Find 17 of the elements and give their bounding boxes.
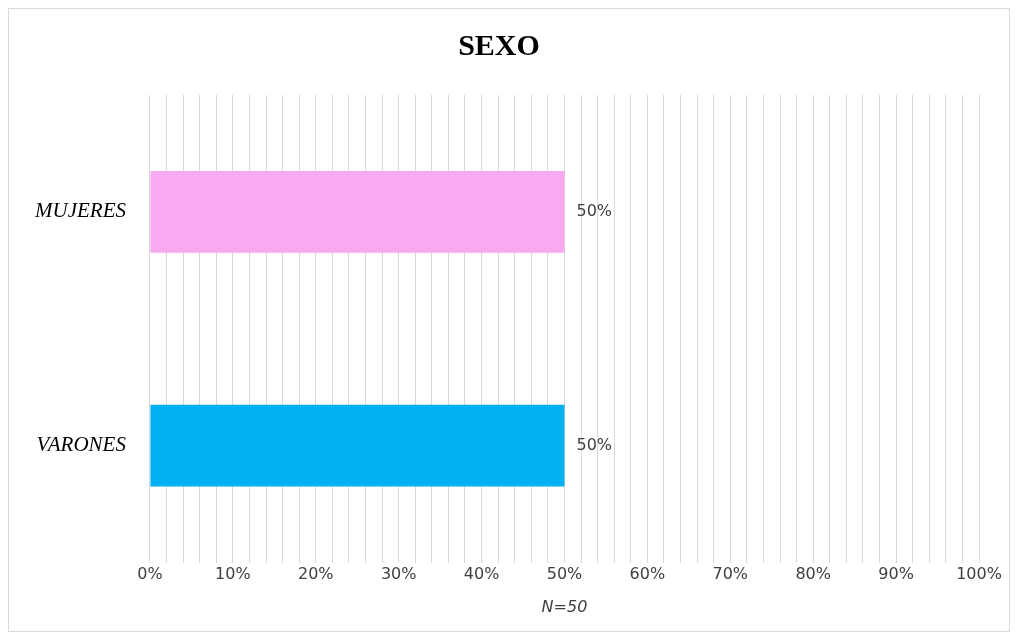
x-tick-label: 10% bbox=[215, 564, 251, 584]
x-tick-label: 90% bbox=[878, 564, 914, 584]
x-tick-label: 30% bbox=[380, 564, 417, 584]
x-tick-label: 100% bbox=[956, 564, 1002, 584]
x-axis-title: N=50 bbox=[541, 596, 588, 616]
x-tick-label: 80% bbox=[795, 564, 831, 584]
x-tick-label: 50% bbox=[546, 564, 583, 584]
x-tick-label: 60% bbox=[629, 564, 666, 584]
y-tick-label: MUJERES bbox=[33, 198, 127, 223]
y-tick-label: VARONES bbox=[36, 432, 127, 457]
x-tick-label: 0% bbox=[137, 564, 163, 584]
x-tick-label: 40% bbox=[463, 564, 500, 584]
chart-title: SEXO bbox=[458, 27, 540, 61]
x-tick-label: 70% bbox=[712, 564, 749, 584]
x-tick-label: 20% bbox=[297, 564, 334, 584]
data-label: 50% bbox=[576, 201, 613, 221]
data-label: 50% bbox=[576, 434, 613, 454]
